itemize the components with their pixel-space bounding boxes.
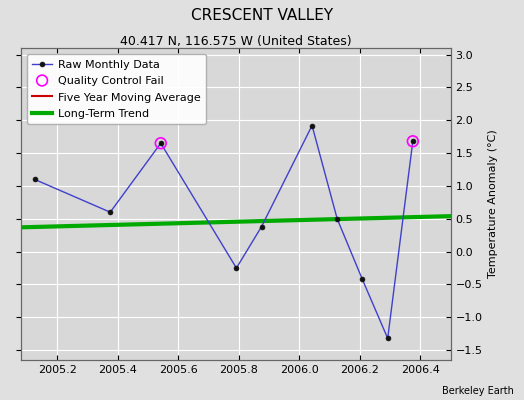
Raw Monthly Data: [107, 210, 113, 215]
Line: Raw Monthly Data: Raw Monthly Data: [32, 123, 415, 341]
Legend: Raw Monthly Data, Quality Control Fail, Five Year Moving Average, Long-Term Tren: Raw Monthly Data, Quality Control Fail, …: [27, 54, 206, 124]
Title: 40.417 N, 116.575 W (United States): 40.417 N, 116.575 W (United States): [120, 35, 352, 48]
Raw Monthly Data: [258, 224, 265, 229]
Raw Monthly Data: [334, 216, 340, 221]
Y-axis label: Temperature Anomaly (°C): Temperature Anomaly (°C): [488, 130, 498, 278]
Text: Berkeley Earth: Berkeley Earth: [442, 386, 514, 396]
Raw Monthly Data: [385, 336, 391, 341]
Raw Monthly Data: [359, 277, 365, 282]
Raw Monthly Data: [410, 139, 416, 144]
Quality Control Fail: [157, 140, 165, 146]
Raw Monthly Data: [158, 141, 164, 146]
Text: CRESCENT VALLEY: CRESCENT VALLEY: [191, 8, 333, 23]
Raw Monthly Data: [309, 123, 315, 128]
Raw Monthly Data: [31, 177, 38, 182]
Quality Control Fail: [409, 138, 417, 144]
Raw Monthly Data: [233, 266, 239, 270]
